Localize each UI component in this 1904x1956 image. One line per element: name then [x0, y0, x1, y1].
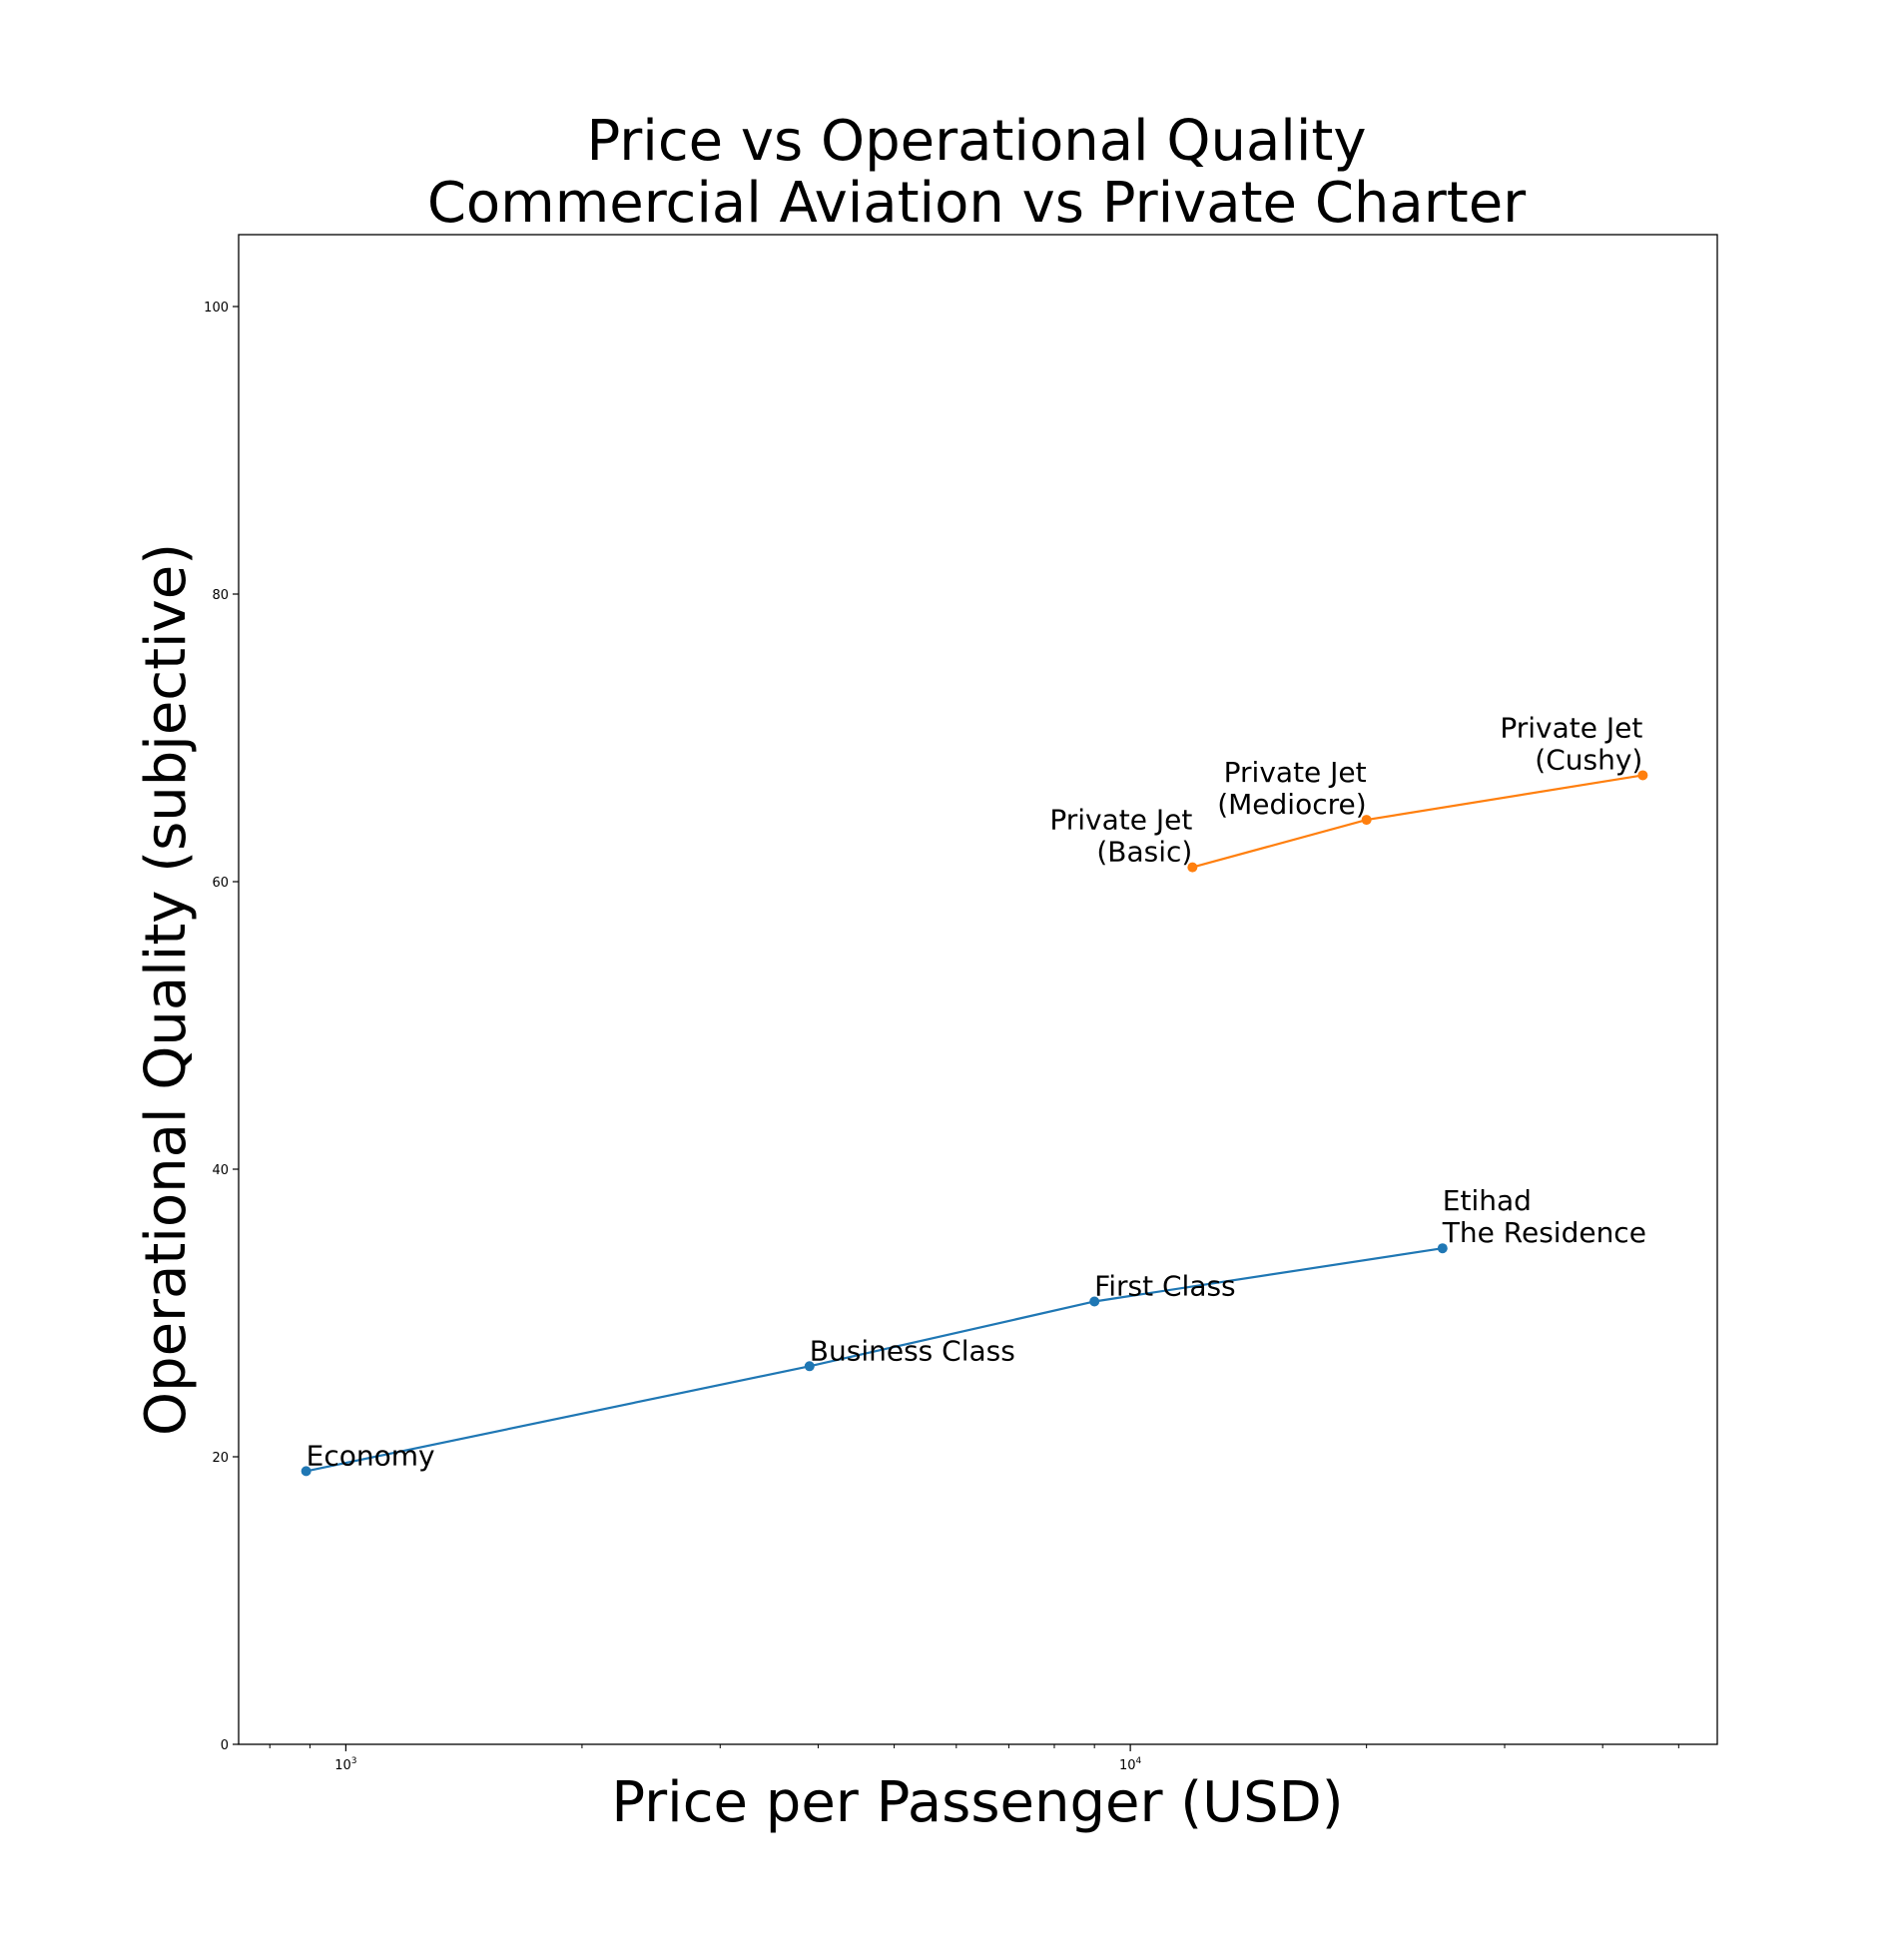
chart-title-line-1: Price vs Operational Quality [587, 109, 1367, 174]
data-label: Private Jet [1224, 756, 1367, 789]
y-tick-label: 80 [212, 588, 229, 603]
data-label: (Cushy) [1535, 743, 1642, 776]
series-line [306, 1247, 1443, 1473]
data-label: Etihad [1443, 1184, 1532, 1217]
plot-frame [238, 234, 1718, 1745]
data-point [804, 1361, 815, 1372]
plot-area: 0 20 40 60 80 100 103 104 Economy Business Class F… [204, 301, 1679, 1773]
data-point [301, 1466, 312, 1477]
data-point [1637, 770, 1648, 781]
y-tick-label: 60 [212, 876, 229, 891]
data-label: (Basic) [1096, 836, 1192, 869]
y-axis-label: Operational Quality (subjective) [134, 543, 199, 1436]
x-tick-label: 103 [334, 1756, 356, 1773]
x-axis-label: Price per Passenger (USD) [611, 1770, 1343, 1835]
data-label: Economy [307, 1439, 435, 1472]
data-label: (Mediocre) [1217, 788, 1366, 821]
data-point [1361, 815, 1372, 826]
y-tick-label: 0 [221, 1738, 229, 1753]
y-tick-label: 20 [212, 1451, 229, 1466]
y-tick-label: 40 [212, 1163, 229, 1178]
data-label: Private Jet [1500, 711, 1642, 744]
data-label: First Class [1094, 1269, 1236, 1302]
data-label: The Residence [1442, 1216, 1646, 1249]
data-point [1437, 1243, 1448, 1254]
series-private-charter: Private Jet(Basic)Private Jet(Mediocre)P… [1049, 711, 1648, 873]
data-label: Business Class [810, 1334, 1015, 1367]
chart-title: Price vs Operational Quality Commercial … [427, 109, 1527, 236]
data-label: Private Jet [1049, 804, 1192, 837]
data-point [1187, 862, 1198, 873]
series-commercial: Economy Business Class First Class EtihadTh… [301, 1184, 1646, 1477]
x-tick-label: 104 [1119, 1756, 1142, 1773]
y-tick-label: 100 [204, 301, 229, 316]
chart-title-line-2: Commercial Aviation vs Private Charter [427, 171, 1527, 236]
data-point [1089, 1296, 1100, 1307]
